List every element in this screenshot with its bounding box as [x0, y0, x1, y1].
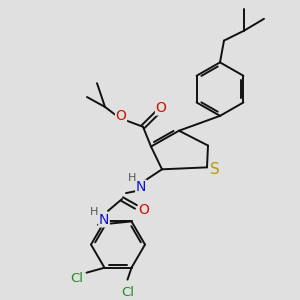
Text: N: N: [99, 213, 109, 227]
Text: Cl: Cl: [121, 286, 134, 299]
Text: Cl: Cl: [70, 272, 83, 285]
Text: O: O: [139, 203, 149, 217]
Text: O: O: [116, 109, 126, 123]
Text: H: H: [128, 173, 136, 183]
Text: N: N: [136, 180, 146, 194]
Text: H: H: [90, 207, 98, 217]
Text: O: O: [156, 101, 167, 115]
Text: S: S: [210, 162, 220, 177]
